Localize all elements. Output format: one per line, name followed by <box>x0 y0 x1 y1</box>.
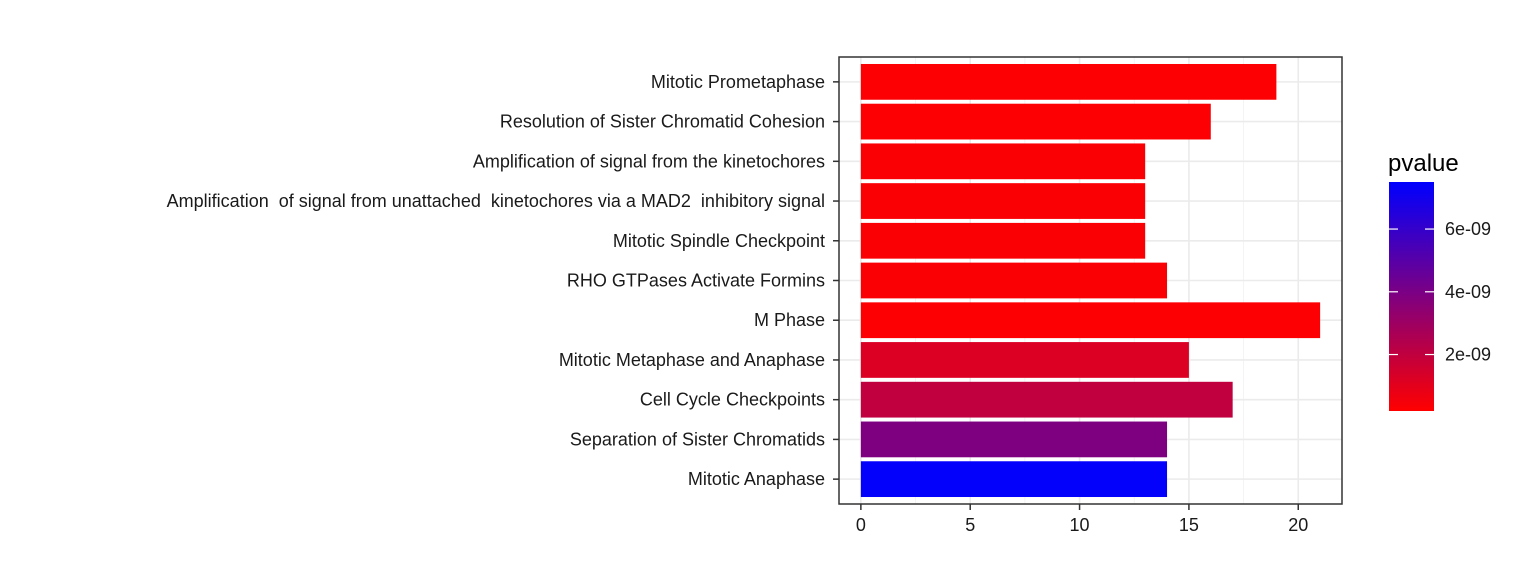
x-tick-label: 0 <box>856 515 866 535</box>
category-label: Amplification of signal from unattached … <box>167 191 825 211</box>
category-label: Mitotic Anaphase <box>688 469 825 489</box>
y-axis-labels: Mitotic Prometaphase Resolution of Sister… <box>167 72 839 489</box>
category-label: M Phase <box>754 310 825 330</box>
category-label: Mitotic Prometaphase <box>651 72 825 92</box>
category-label: Resolution of Sister Chromatid Cohesion <box>500 112 825 132</box>
x-tick-label: 5 <box>965 515 975 535</box>
bar <box>860 342 1189 378</box>
bar <box>860 143 1146 180</box>
category-label: Mitotic Spindle Checkpoint <box>613 231 825 251</box>
bar <box>860 381 1233 418</box>
legend-title: pvalue <box>1388 150 1459 177</box>
bars <box>860 63 1321 498</box>
x-tick-label: 10 <box>1070 515 1090 535</box>
category-label: Amplification of signal from the kinetoc… <box>473 151 825 171</box>
bar <box>860 302 1321 339</box>
category-label: RHO GTPases Activate Formins <box>567 271 825 291</box>
legend-tick-label: 2e-09 <box>1445 345 1491 365</box>
category-label: Mitotic Metaphase and Anaphase <box>559 350 825 370</box>
bar <box>860 262 1168 299</box>
legend-tick-label: 6e-09 <box>1445 219 1491 239</box>
legend-colorbar <box>1389 182 1434 411</box>
bar <box>860 421 1168 458</box>
category-label: Cell Cycle Checkpoints <box>640 390 825 410</box>
bar <box>860 222 1146 259</box>
legend: pvalue 2e-09 4e-09 6e-09 <box>1388 150 1491 411</box>
x-tick-label: 15 <box>1179 515 1199 535</box>
x-tick-label: 20 <box>1288 515 1308 535</box>
x-axis: 0 5 10 15 20 <box>856 504 1308 535</box>
bar <box>860 183 1146 219</box>
bar <box>860 103 1211 140</box>
bar <box>860 63 1277 100</box>
legend-tick-label: 4e-09 <box>1445 282 1491 302</box>
category-label: Separation of Sister Chromatids <box>570 429 825 449</box>
bar <box>860 461 1168 498</box>
